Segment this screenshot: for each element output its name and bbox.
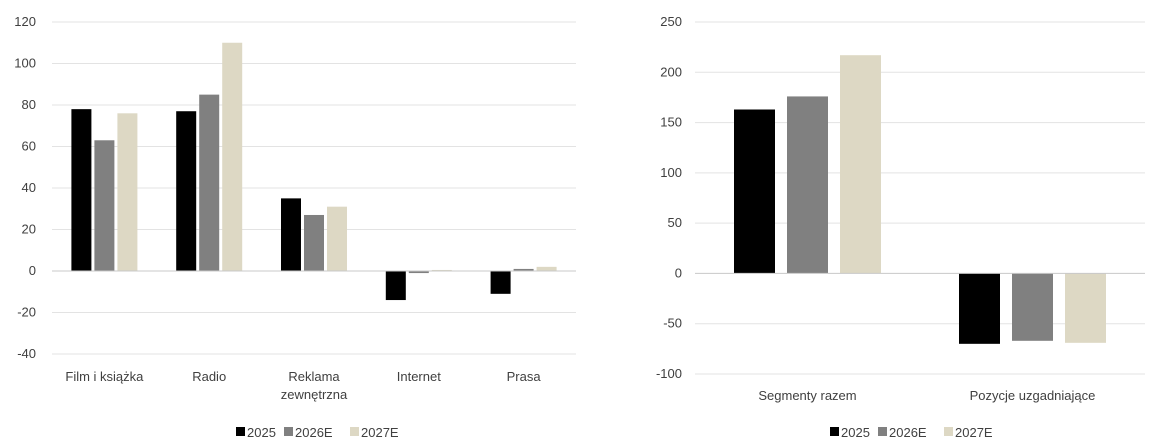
y-tick-label: -50 xyxy=(663,316,682,331)
bar-2025-3 xyxy=(385,271,406,301)
legend-swatch-2027e xyxy=(350,427,359,436)
legend-label: 2026E xyxy=(889,425,927,440)
y-tick-label: 50 xyxy=(668,215,682,230)
bar-2027e-3 xyxy=(431,269,452,271)
y-tick-label: 0 xyxy=(29,263,36,278)
legend-swatch-2027e xyxy=(944,427,953,436)
y-tick-label: 0 xyxy=(675,265,682,280)
bar-2025-0 xyxy=(734,109,775,274)
legend-swatch-2025 xyxy=(830,427,839,436)
legend-swatch-2025 xyxy=(236,427,245,436)
bar-2026e-2 xyxy=(304,214,324,271)
bar-2025-0 xyxy=(71,109,92,272)
category-label: Internet xyxy=(397,369,441,384)
y-tick-label: 120 xyxy=(14,14,36,29)
legend-label: 2027E xyxy=(955,425,993,440)
y-tick-label: 20 xyxy=(22,222,36,237)
y-tick-label: 150 xyxy=(660,115,682,130)
y-tick-label: 100 xyxy=(14,56,36,71)
bar-2027e-0 xyxy=(840,55,881,274)
legend: 2025 2026E 2027E xyxy=(830,425,993,440)
category-label: Segmenty razem xyxy=(758,388,856,403)
bar-2025-4 xyxy=(490,271,511,294)
category-label: Reklama zewnętrzna xyxy=(281,369,348,402)
y-tick-label: -20 xyxy=(17,305,36,320)
y-tick-label: 80 xyxy=(22,97,36,112)
y-tick-label: -40 xyxy=(17,346,36,361)
bar-2026e-1 xyxy=(199,94,220,271)
legend-label: 2025 xyxy=(841,425,870,440)
chart-media-segments: -40 -20 0 20 40 60 80 100 120 Film i książka Radio… xyxy=(14,14,576,440)
bar-2026e-1 xyxy=(1012,273,1053,341)
legend-label: 2025 xyxy=(247,425,276,440)
category-label: Film i książka xyxy=(65,369,144,384)
bar-2027e-1 xyxy=(222,42,243,271)
legend: 2025 2026E 2027E xyxy=(236,425,399,440)
bar-2025-1 xyxy=(959,273,1000,344)
legend-swatch-2026e xyxy=(878,427,887,436)
chart-totals: -100 -50 0 50 100 150 200 250 Segmenty razem Pozy… xyxy=(656,14,1145,440)
category-label: Prasa xyxy=(507,369,542,384)
bar-2026e-3 xyxy=(408,271,429,274)
y-tick-label: 100 xyxy=(660,165,682,180)
bar-2025-2 xyxy=(281,198,301,271)
legend-label: 2026E xyxy=(295,425,333,440)
bar-2026e-0 xyxy=(94,140,115,271)
bar-2027e-0 xyxy=(117,113,138,271)
y-tick-label: -100 xyxy=(656,366,682,381)
legend-label: 2027E xyxy=(361,425,399,440)
y-tick-label: 200 xyxy=(660,64,682,79)
bar-2027e-4 xyxy=(536,266,557,271)
legend-swatch-2026e xyxy=(284,427,293,436)
category-label: Radio xyxy=(192,369,226,384)
bar-2025-1 xyxy=(176,111,197,271)
bar-2027e-1 xyxy=(1065,273,1106,343)
y-tick-label: 250 xyxy=(660,14,682,29)
y-tick-label: 60 xyxy=(22,139,36,154)
bar-2026e-4 xyxy=(513,268,534,271)
bar-2027e-2 xyxy=(327,206,347,271)
bar-2026e-0 xyxy=(787,96,828,274)
category-label: Pozycje uzgadniające xyxy=(970,388,1096,403)
y-tick-label: 40 xyxy=(22,180,36,195)
